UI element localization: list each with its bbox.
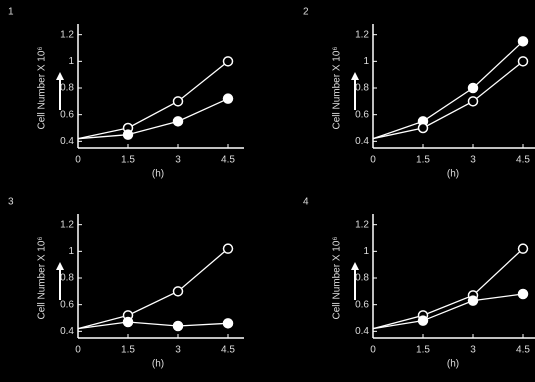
x-tick-label: 1.5 (121, 345, 135, 356)
panel: 2 0.4 0.6 0.8 1 1.2 0 1.5 3 4.5 (h) Cell Number X 1… (303, 7, 535, 180)
x-axis-label: (h) (152, 359, 164, 370)
data-point (467, 295, 479, 306)
series-line (372, 293, 524, 330)
x-axis-label: (h) (152, 169, 164, 180)
data-point (222, 93, 234, 104)
series-line (77, 248, 229, 330)
y-tick-label: 0.8 (355, 83, 369, 94)
panel-number: 3 (8, 197, 14, 208)
y-tick-label: 1 (68, 56, 74, 67)
x-tick-label: 0 (370, 155, 376, 166)
data-point (172, 116, 184, 127)
x-tick-label: 3 (470, 155, 476, 166)
y-axis-label: Cell Number X 10⁶ (332, 46, 343, 129)
data-point (517, 36, 529, 47)
y-tick-label: 0.8 (355, 273, 369, 284)
x-axis-label: (h) (447, 359, 459, 370)
arrow-head (351, 72, 359, 80)
data-point (222, 56, 234, 67)
y-tick-label: 0.4 (355, 136, 369, 147)
y-tick-label: 1 (68, 246, 74, 257)
y-tick-label: 1.2 (60, 29, 74, 40)
y-tick-label: 1.2 (355, 219, 369, 230)
x-tick-label: 0 (75, 155, 81, 166)
data-point (172, 320, 184, 332)
x-tick-label: 3 (175, 155, 181, 166)
x-tick-label: 4.5 (516, 345, 530, 356)
data-point (517, 243, 529, 254)
data-point (417, 315, 429, 326)
y-tick-label: 1 (363, 246, 369, 257)
y-tick-label: 0.6 (60, 299, 74, 310)
y-tick-label: 0.6 (60, 109, 74, 120)
arrow-head (56, 72, 64, 80)
series-line (77, 60, 229, 140)
data-point (222, 318, 234, 329)
y-axis-label: Cell Number X 10⁶ (37, 236, 48, 319)
data-point (122, 316, 134, 328)
y-tick-label: 0.6 (355, 109, 369, 120)
x-tick-label: 4.5 (221, 345, 235, 356)
y-tick-label: 1.2 (355, 29, 369, 40)
panel: 1 0.4 0.6 0.8 1 1.2 0 1.5 3 4.5 (h) Cell Number X 1… (8, 7, 244, 180)
data-point (417, 122, 429, 134)
series-line (372, 40, 524, 140)
y-tick-label: 0.4 (355, 326, 369, 337)
data-point (172, 96, 184, 107)
y-axis-label: Cell Number X 10⁶ (332, 236, 343, 319)
panel: 3 0.4 0.6 0.8 1 1.2 0 1.5 3 4.5 (h) Cell Number X 1… (8, 197, 244, 370)
y-axis-label: Cell Number X 10⁶ (37, 46, 48, 129)
data-point (222, 243, 234, 254)
x-tick-label: 3 (175, 345, 181, 356)
x-tick-label: 0 (370, 345, 376, 356)
x-tick-label: 3 (470, 345, 476, 356)
y-tick-label: 1.2 (60, 219, 74, 230)
series-line (77, 98, 229, 140)
arrow-head (56, 262, 64, 270)
data-point (467, 96, 479, 107)
data-point (517, 56, 529, 67)
series-line (372, 60, 524, 140)
x-tick-label: 0 (75, 345, 81, 356)
x-tick-label: 4.5 (516, 155, 530, 166)
data-point (172, 286, 184, 297)
series-line (372, 248, 524, 330)
series-line (77, 321, 229, 330)
x-tick-label: 1.5 (416, 345, 430, 356)
y-tick-label: 1 (363, 56, 369, 67)
panel-number: 4 (303, 197, 309, 208)
data-point (467, 82, 479, 94)
x-tick-label: 4.5 (221, 155, 235, 166)
y-tick-label: 0.8 (60, 83, 74, 94)
x-tick-label: 1.5 (121, 155, 135, 166)
y-tick-label: 0.6 (355, 299, 369, 310)
data-point (122, 129, 134, 140)
y-tick-label: 0.8 (60, 273, 74, 284)
panel-number: 1 (8, 7, 14, 18)
data-point (517, 288, 529, 300)
y-tick-label: 0.4 (60, 326, 74, 337)
x-tick-label: 1.5 (416, 155, 430, 166)
x-axis-label: (h) (447, 169, 459, 180)
panel-number: 2 (303, 7, 309, 18)
arrow-head (351, 262, 359, 270)
y-tick-label: 0.4 (60, 136, 74, 147)
panel: 4 0.4 0.6 0.8 1 1.2 0 1.5 3 4.5 (h) Cell Number X 1… (303, 197, 535, 370)
